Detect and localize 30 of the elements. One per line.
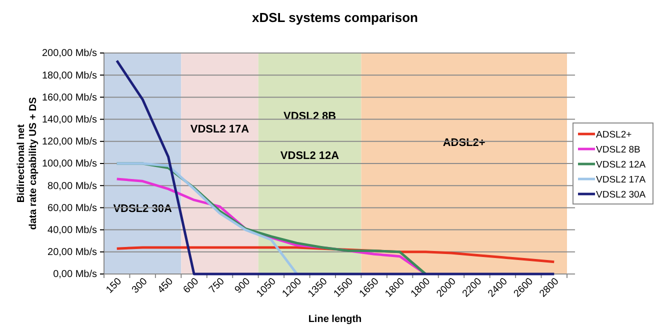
band-label: VDSL2 17A: [190, 124, 250, 136]
chart-title: xDSL systems comparison: [252, 10, 418, 25]
x-axis-title: Line length: [308, 314, 362, 325]
x-tick-label: 750: [207, 276, 228, 296]
y-tick-label: 180,00 Mb/s: [42, 70, 97, 82]
annotation: VDSL2 12A: [280, 150, 340, 162]
y-tick-label: 60,00 Mb/s: [48, 202, 97, 214]
legend-label: VDSL2 12A: [596, 160, 646, 170]
x-tick-label: 300: [130, 276, 150, 296]
legend-label: VDSL2 30A: [596, 190, 646, 200]
y-tick-label: 140,00 Mb/s: [42, 114, 97, 126]
y-tick-label: 160,00 Mb/s: [42, 92, 97, 104]
legend-label: VDSL2 17A: [596, 174, 646, 186]
band-label: ADSL2+: [442, 136, 486, 149]
y-axis-title: Bidirectional net data rate capability US + DS: [16, 96, 39, 230]
x-tick-label: 450: [156, 276, 176, 296]
x-tick-label: 900: [232, 276, 253, 296]
line-series: [116, 162, 298, 276]
x-tick-label: 600: [182, 276, 202, 296]
x-tick-label: 150: [104, 276, 124, 296]
y-tick-label: 120,00 Mb/s: [42, 136, 97, 148]
legend-label: ADSL2+: [596, 130, 632, 140]
y-tick-label: 20,00 Mb/s: [48, 247, 97, 258]
y-tick-label: 100,00 Mb/s: [42, 158, 97, 170]
y-tick-label: 0,00 Mb/s: [53, 269, 97, 280]
legend-label: VDSL2 8B: [596, 144, 640, 156]
y-tick-label: 200,00 Mb/s: [42, 48, 97, 60]
y-tick-label: 80,00 Mb/s: [48, 180, 97, 192]
y-tick-label: 40,00 Mb/s: [48, 225, 97, 236]
line-series: [116, 59, 556, 276]
